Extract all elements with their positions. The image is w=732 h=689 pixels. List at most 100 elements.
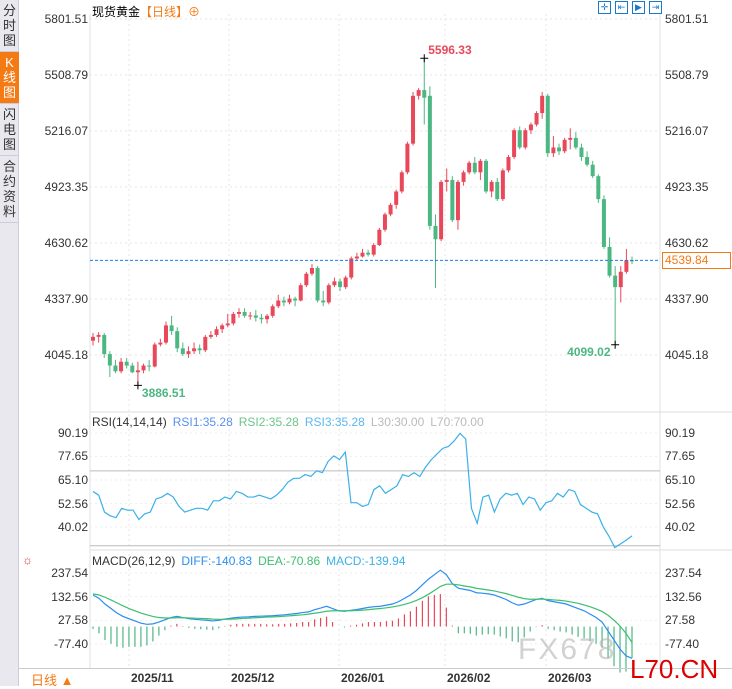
candle-body [192, 348, 197, 352]
sidebar-tab-2[interactable]: 闪电图 [0, 104, 19, 156]
go-end-icon[interactable]: ⇥ [649, 1, 662, 14]
candle-body [248, 315, 253, 317]
dea-value: DEA:-70.86 [258, 554, 321, 568]
macd-tick-right: -77.40 [665, 637, 700, 651]
candle-body [439, 181, 444, 240]
candle-body [489, 181, 494, 192]
candle-body [455, 181, 460, 221]
candle-body [613, 275, 618, 288]
candle-body [444, 179, 449, 182]
candle-body [394, 191, 399, 205]
candle-body [309, 267, 314, 274]
price-tick-right: 4923.35 [665, 179, 709, 194]
candle-body [484, 160, 489, 192]
candle-body [242, 311, 247, 316]
l30-value: L30:30.00 [370, 415, 425, 429]
x-tick-label: 2026/01 [341, 671, 385, 685]
price-tick-left: 5801.51 [44, 12, 88, 26]
rsi2-value: RSI2:35.28 [238, 415, 299, 429]
watermark-l70: L70.CN [630, 654, 719, 684]
candle-body [287, 298, 292, 303]
candle-body [225, 323, 230, 326]
rsi-tick-right: 90.19 [665, 426, 696, 440]
candle-body [270, 306, 275, 316]
macd-tick-right: 237.54 [665, 566, 702, 580]
candle-body [517, 130, 522, 148]
candle-body [298, 285, 303, 301]
x-tick-label: 2025/12 [231, 671, 275, 685]
chart-toolbar: ✛ ⇤ ▶ ⇥ [598, 1, 662, 14]
recent-low-label: 4099.02 [567, 344, 611, 359]
rsi-tick-right: 52.56 [665, 496, 696, 511]
candle-body [281, 300, 286, 303]
period-selector-button[interactable]: 日线 ▲ [31, 673, 74, 688]
rsi1-value: RSI1:35.28 [172, 415, 233, 429]
sidebar-tab-3[interactable]: 合约资料 [0, 156, 19, 223]
candle-body [315, 267, 320, 301]
macd-title: MACD(26,12,9) [92, 554, 176, 568]
price-tick-left: 5216.07 [44, 123, 88, 138]
candle-body [382, 214, 387, 230]
candle-body [276, 300, 281, 307]
price-tick-left: 4337.90 [44, 292, 88, 306]
price-tick-right: 4630.62 [665, 236, 709, 250]
macd-tick-left: 237.54 [51, 566, 88, 580]
instrument-name: 现货黄金 [92, 5, 141, 19]
candle-body [500, 170, 505, 200]
candle-body [304, 273, 309, 286]
extreme-marker [420, 54, 429, 63]
price-tick-left: 4630.62 [44, 236, 88, 250]
low-price-label: 3886.51 [141, 386, 186, 401]
candle-body [135, 370, 140, 373]
price-tick-right: 5508.79 [665, 67, 709, 82]
crosshair-icon[interactable]: ✛ [598, 1, 611, 14]
play-icon[interactable]: ▶ [632, 1, 645, 14]
sidebar-tab-1[interactable]: K线图 [0, 52, 19, 104]
candle-body [523, 130, 528, 148]
plus-circle-icon[interactable]: ⊕ [188, 5, 201, 19]
rsi-title: RSI(14,14,14) [92, 415, 167, 429]
candle-body [624, 260, 629, 272]
candle-body [573, 137, 578, 148]
candle-body [371, 245, 376, 255]
candle-body [416, 90, 421, 96]
candle-body [568, 137, 573, 140]
candle-body [495, 181, 500, 200]
settings-sun-icon[interactable]: ☼ [22, 553, 33, 567]
candle-body [163, 325, 168, 343]
chart-title: 现货黄金【日线】⊕ [92, 3, 200, 20]
candle-body [152, 344, 157, 367]
candle-body [203, 336, 208, 351]
macd-value: MACD:-139.94 [326, 554, 406, 568]
rsi-tick-left: 77.65 [57, 449, 88, 464]
candle-body [293, 298, 298, 301]
zoom-range-icon[interactable]: ⇤ [615, 1, 628, 14]
price-tick-left: 4045.18 [44, 348, 88, 362]
candle-body [596, 176, 601, 200]
diff-value: DIFF:-140.83 [181, 554, 253, 568]
candle-body [534, 113, 539, 125]
extreme-marker [611, 340, 620, 349]
sidebar-tab-0[interactable]: 分时图 [0, 0, 19, 52]
rsi-tick-left: 90.19 [57, 426, 88, 440]
candle-body [506, 157, 511, 171]
candle-body [562, 139, 567, 152]
rsi-line [92, 432, 633, 549]
high-price-label: 5596.33 [428, 43, 472, 58]
candle-body [579, 147, 584, 158]
candle-body [124, 361, 129, 366]
rsi-header: RSI(14,14,14) RSI1:35.28 RSI2:35.28 RSI3:35… [92, 415, 490, 429]
macd-tick-right: 27.58 [665, 613, 696, 628]
candle-body [601, 199, 606, 247]
candle-body [467, 162, 472, 173]
candle-body [236, 311, 241, 314]
candle-body [472, 162, 477, 173]
extreme-marker [133, 381, 142, 390]
candle-body [422, 90, 427, 98]
candle-body [528, 124, 533, 131]
candle-body [478, 160, 483, 173]
rsi-tick-left: 40.02 [57, 520, 88, 534]
macd-tick-left: 132.56 [51, 589, 88, 604]
candle-body [551, 147, 556, 154]
